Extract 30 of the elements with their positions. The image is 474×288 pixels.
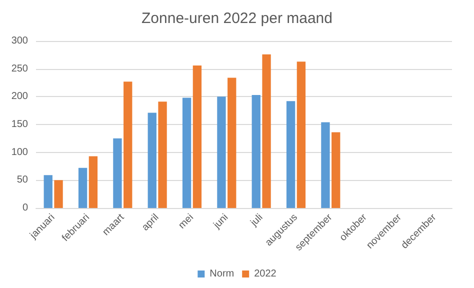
bar [286,101,296,208]
bar [148,112,156,208]
x-tick-label: mei [176,212,196,232]
bar [44,175,52,208]
bar [217,96,226,208]
y-tick-label: 300 [11,36,28,46]
y-tick-label: 50 [16,174,28,186]
bar [78,168,88,208]
legend-label: Norm [210,268,234,280]
bar [321,122,330,208]
bar [192,65,202,208]
legend-label: 2022 [254,268,277,280]
bar [332,132,340,208]
y-tick-label: 100 [11,146,28,158]
chart-title: Zonne-uren 2022 per maand [142,10,332,27]
bar [54,180,63,208]
bar [296,62,306,208]
y-tick-label: 0 [22,202,28,214]
y-tick-label: 150 [11,119,28,130]
bar [158,102,167,208]
bar [113,138,122,208]
bar [182,98,192,208]
bar [252,94,260,208]
x-tick-label: juli [248,212,266,230]
bar [88,156,98,208]
bar [228,78,236,208]
y-tick-label: 200 [11,91,28,102]
bar [124,82,132,208]
y-tick-label: 250 [11,63,28,74]
bar [262,54,271,208]
